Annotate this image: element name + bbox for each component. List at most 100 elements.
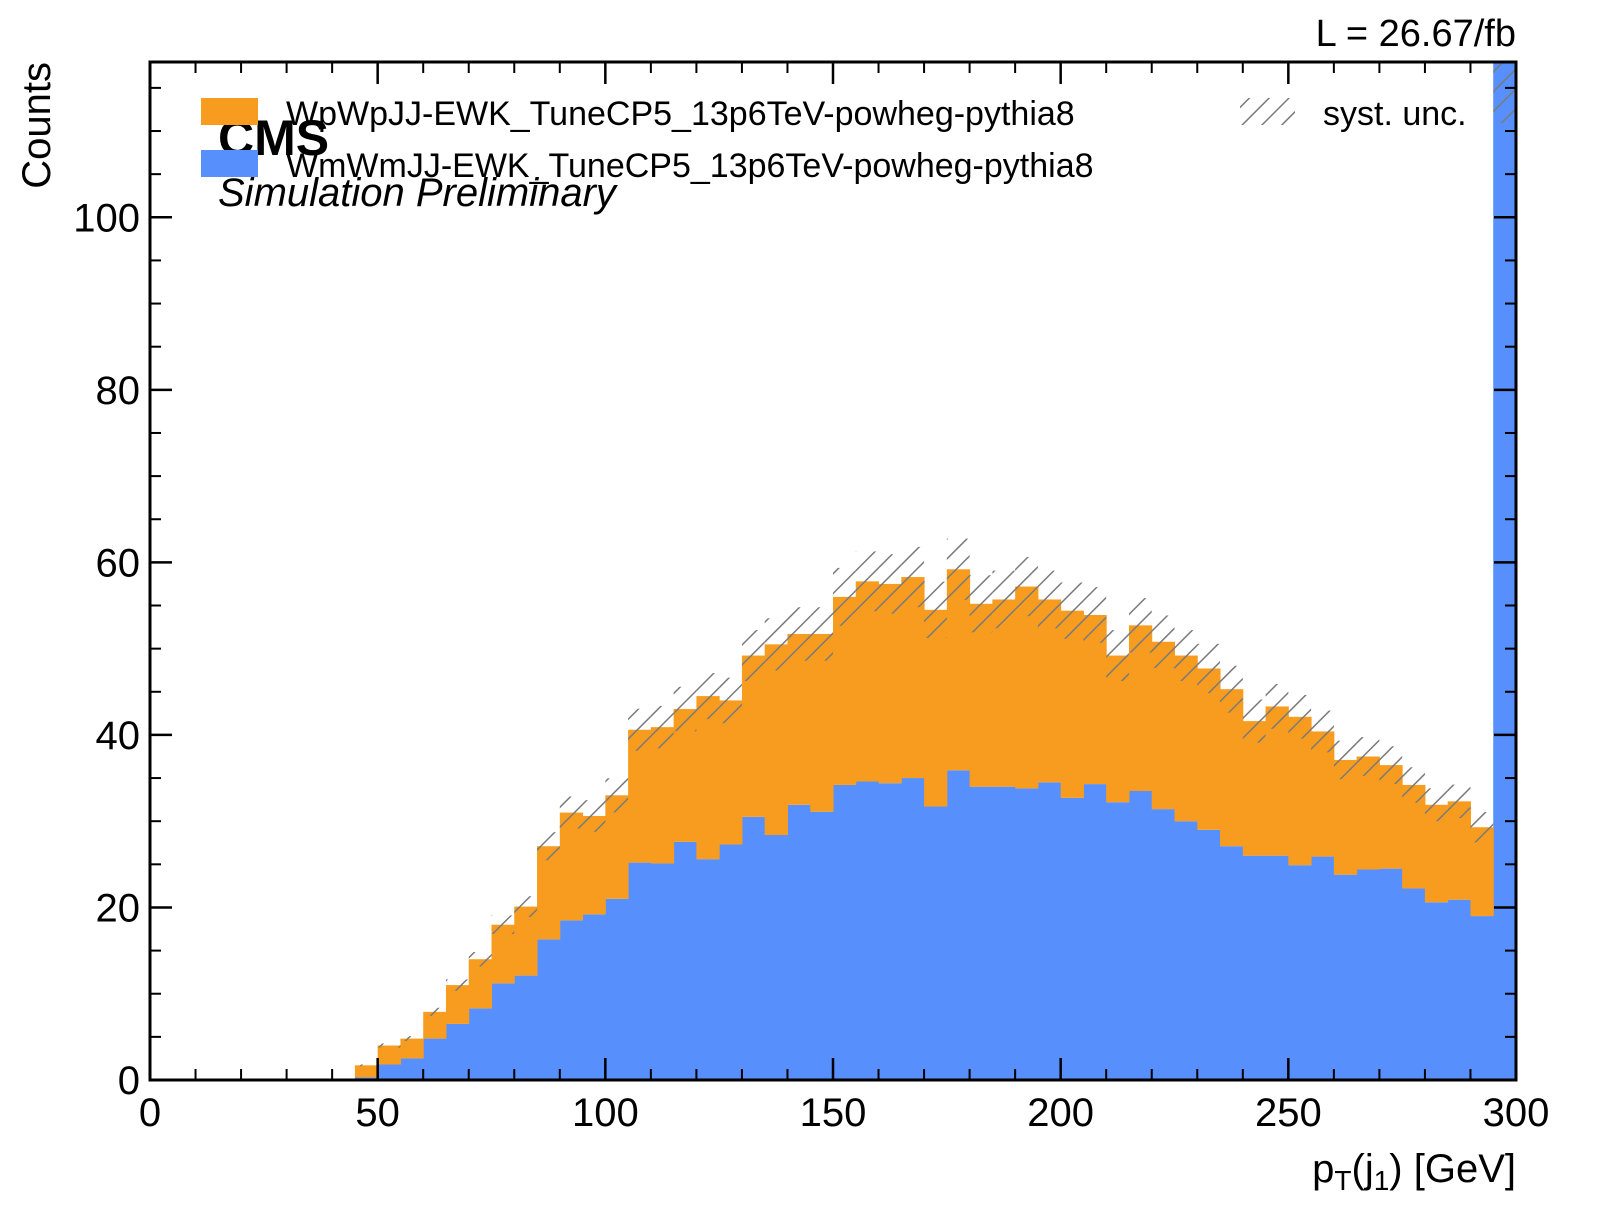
axis-tick-labels: 0 50 100 150 200 250 300 0 20 40 60 80 100 xyxy=(73,196,1549,1135)
bar-wpwp-125 xyxy=(719,700,743,845)
bar-wpwp-260 xyxy=(1333,759,1358,875)
bar-wmwm-195 xyxy=(1037,782,1062,1080)
bar-wpwp-90 xyxy=(559,812,584,921)
unc-band-65 xyxy=(445,979,469,991)
bar-wpwp-45 xyxy=(354,1065,379,1078)
bar-wpwp-235 xyxy=(1220,689,1244,847)
bar-wmwm-295 xyxy=(1493,62,1516,1080)
unc-band-90 xyxy=(559,796,583,829)
bar-wmwm-230 xyxy=(1197,829,1221,1080)
bar-wmwm-250 xyxy=(1288,865,1312,1080)
bar-wpwp-265 xyxy=(1356,756,1380,870)
unc-band-290 xyxy=(1470,812,1494,843)
bar-wmwm-70 xyxy=(468,1008,492,1080)
unc-band-205 xyxy=(1083,587,1107,643)
unc-band-155 xyxy=(855,551,879,612)
uncertainty-band xyxy=(354,62,1516,1067)
bar-wmwm-50 xyxy=(377,1064,401,1080)
bar-wmwm-200 xyxy=(1060,797,1084,1080)
bar-wpwp-215 xyxy=(1128,625,1153,791)
bar-wpwp-255 xyxy=(1311,731,1335,857)
y-tick-label-20: 20 xyxy=(96,886,141,930)
bar-wpwp-85 xyxy=(537,846,561,940)
bar-wpwp-55 xyxy=(400,1038,424,1059)
axis-ticks xyxy=(148,62,1518,1082)
x-tick-label-300: 300 xyxy=(1483,1091,1550,1135)
unc-band-130 xyxy=(741,630,765,682)
unc-band-175 xyxy=(946,538,970,600)
bar-wmwm-285 xyxy=(1447,899,1471,1080)
bar-wmwm-160 xyxy=(878,783,902,1080)
unc-band-260 xyxy=(1333,740,1357,780)
unc-band-220 xyxy=(1151,615,1175,669)
x-tick-label-150: 150 xyxy=(800,1091,867,1135)
bar-wpwp-95 xyxy=(582,816,606,915)
bar-wpwp-240 xyxy=(1242,721,1267,856)
bar-wpwp-245 xyxy=(1265,706,1289,856)
bar-wmwm-135 xyxy=(764,834,788,1080)
bar-wmwm-150 xyxy=(833,784,857,1080)
bar-wmwm-260 xyxy=(1333,874,1358,1080)
bar-wpwp-130 xyxy=(741,655,766,817)
bar-wpwp-160 xyxy=(878,583,902,784)
bar-wpwp-165 xyxy=(901,577,925,779)
bar-wpwp-70 xyxy=(468,959,492,1009)
luminosity-label: L = 26.67/fb xyxy=(1316,13,1516,55)
x-tick-label-250: 250 xyxy=(1255,1091,1322,1135)
bar-wmwm-235 xyxy=(1220,846,1244,1080)
unc-band-80 xyxy=(514,896,538,917)
unc-band-135 xyxy=(764,618,788,671)
unc-band-125 xyxy=(719,677,742,724)
bar-wmwm-175 xyxy=(946,770,971,1080)
bar-wmwm-275 xyxy=(1402,888,1426,1080)
unc-band-185 xyxy=(992,570,1016,629)
bar-wpwp-220 xyxy=(1151,641,1175,810)
bar-wmwm-105 xyxy=(628,862,652,1080)
y-tick-label-0: 0 xyxy=(118,1059,140,1103)
legend-swatch-unc xyxy=(1240,98,1295,125)
bar-wpwp-225 xyxy=(1174,655,1198,822)
bar-wpwp-185 xyxy=(992,599,1016,787)
bar-wpwp-270 xyxy=(1379,765,1403,869)
unc-band-265 xyxy=(1356,737,1380,776)
bar-wpwp-175 xyxy=(946,569,971,771)
unc-band-180 xyxy=(969,575,993,633)
bar-wmwm-170 xyxy=(924,806,948,1080)
unc-band-285 xyxy=(1447,784,1471,819)
bar-wmwm-180 xyxy=(969,786,993,1080)
y-axis-label: Counts xyxy=(15,62,59,189)
unc-band-275 xyxy=(1402,767,1425,803)
bar-wpwp-230 xyxy=(1197,668,1221,830)
bar-wpwp-190 xyxy=(1015,586,1039,789)
unc-band-95 xyxy=(582,800,606,832)
bar-wpwp-205 xyxy=(1083,614,1107,785)
unc-band-200 xyxy=(1060,582,1084,639)
bar-wmwm-155 xyxy=(855,781,880,1080)
x-tick-label-200: 200 xyxy=(1027,1091,1094,1135)
unc-band-70 xyxy=(468,951,492,967)
bar-wpwp-145 xyxy=(810,633,834,812)
unc-band-250 xyxy=(1288,695,1312,739)
bar-wpwp-140 xyxy=(787,633,811,805)
bar-wmwm-75 xyxy=(491,983,515,1080)
bar-wpwp-155 xyxy=(855,581,880,782)
bar-wmwm-290 xyxy=(1470,916,1494,1080)
unc-band-120 xyxy=(696,673,720,720)
unc-band-255 xyxy=(1311,710,1334,753)
y-tick-label-60: 60 xyxy=(96,541,141,585)
bar-wmwm-185 xyxy=(992,786,1016,1080)
bar-wmwm-205 xyxy=(1083,784,1107,1080)
bar-wmwm-65 xyxy=(445,1023,470,1080)
bar-wmwm-95 xyxy=(582,914,606,1080)
x-axis-label: pT(j1) [GeV] xyxy=(1312,1147,1516,1196)
unc-band-105 xyxy=(628,708,651,751)
bar-wmwm-110 xyxy=(650,863,675,1080)
bar-wmwm-215 xyxy=(1128,790,1153,1080)
bar-wmwm-165 xyxy=(901,778,925,1080)
bar-wpwp-50 xyxy=(377,1045,401,1065)
x-tick-label-50: 50 xyxy=(355,1091,400,1135)
unc-band-280 xyxy=(1424,788,1448,822)
bar-wpwp-100 xyxy=(605,795,629,899)
bar-wmwm-240 xyxy=(1242,855,1267,1080)
